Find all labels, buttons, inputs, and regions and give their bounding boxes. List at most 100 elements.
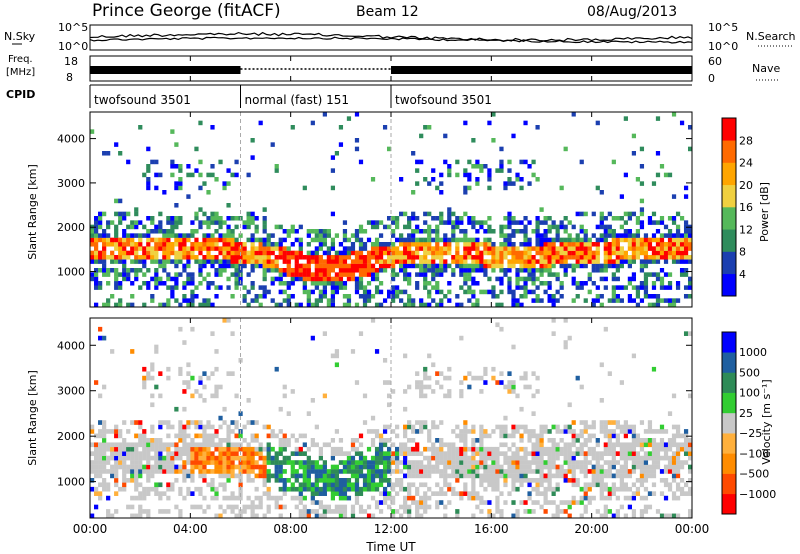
heatmap-cell (523, 464, 528, 470)
heatmap-cell (499, 229, 504, 234)
heatmap-cell (214, 429, 219, 434)
heatmap-cell (386, 495, 392, 501)
heatmap-cell (270, 259, 275, 264)
heatmap-cell (471, 442, 476, 448)
heatmap-cell (158, 371, 163, 376)
colorbar-tick-label: 8 (739, 246, 746, 259)
heatmap-cell (547, 250, 552, 256)
heatmap-cell (527, 464, 532, 470)
heatmap-cell (571, 263, 576, 269)
heatmap-cell (523, 259, 528, 264)
heatmap-cell (419, 242, 424, 247)
heatmap-cell (427, 250, 432, 256)
heatmap-cell (118, 446, 123, 452)
heatmap-cell (378, 302, 384, 308)
heatmap-cell (635, 464, 641, 470)
heatmap-cell (527, 384, 532, 390)
heatmap-cell (114, 272, 119, 277)
heatmap-cell (366, 289, 372, 295)
heatmap-cell (102, 268, 107, 273)
heatmap-cell (531, 281, 536, 286)
heatmap-cell (134, 207, 139, 212)
noise-sky-trace (89, 31, 693, 43)
heatmap-cell (619, 482, 624, 488)
heatmap-cell (370, 272, 376, 277)
heatmap-cell (551, 255, 556, 260)
heatmap-cell (354, 469, 360, 474)
heatmap-cell (354, 289, 360, 295)
heatmap-cell (138, 433, 143, 439)
heatmap-cell (515, 424, 520, 430)
heatmap-cell (214, 393, 219, 399)
heatmap-cell (346, 482, 352, 488)
heatmap-cell (531, 442, 536, 448)
heatmap-cell (142, 464, 147, 470)
heatmap-cell (687, 276, 693, 282)
heatmap-cell (262, 469, 267, 474)
heatmap-cell (411, 482, 416, 488)
heatmap-cell (182, 406, 187, 412)
heatmap-cell (138, 125, 143, 130)
heatmap-cell (559, 185, 564, 191)
heatmap-cell (342, 259, 348, 264)
heatmap-cell (370, 455, 376, 461)
heatmap-cell (607, 250, 612, 256)
heatmap-cell (278, 460, 283, 465)
heatmap-cell (423, 509, 428, 514)
heatmap-cell (463, 237, 468, 243)
heatmap-cell (439, 371, 444, 376)
heatmap-cell (102, 486, 107, 492)
heatmap-cell (407, 460, 412, 465)
heatmap-cell (531, 451, 536, 456)
heatmap-cell (551, 224, 556, 230)
heatmap-cell (675, 495, 681, 501)
heatmap-cell (679, 233, 685, 238)
heatmap-cell (687, 451, 693, 456)
heatmap-cell (403, 495, 408, 501)
heatmap-cell (150, 294, 155, 299)
heatmap-cell (322, 486, 327, 492)
heatmap-cell (126, 446, 131, 452)
heatmap-cell (475, 250, 480, 256)
heatmap-cell (250, 433, 255, 439)
heatmap-cell (631, 438, 637, 443)
heatmap-cell (543, 233, 548, 238)
heatmap-cell (571, 495, 576, 501)
heatmap-cell (222, 420, 227, 425)
heatmap-cell (583, 298, 588, 303)
heatmap-cell (182, 255, 187, 260)
cpid-label: CPID (6, 88, 35, 101)
heatmap-cell (395, 250, 400, 256)
heatmap-cell (439, 220, 444, 225)
heatmap-cell (102, 424, 107, 430)
heatmap-cell (475, 246, 480, 251)
heatmap-cell (310, 250, 315, 256)
heatmap-cell (322, 250, 327, 256)
heatmap-cell (206, 233, 211, 238)
heatmap-cell (350, 438, 356, 443)
heatmap-cell (218, 159, 223, 165)
heatmap-cell (547, 259, 552, 264)
heatmap-cell (138, 513, 143, 519)
heatmap-cell (671, 216, 677, 221)
heatmap-cell (122, 242, 127, 247)
heatmap-cell (551, 460, 556, 465)
heatmap-cell (551, 250, 556, 256)
heatmap-cell (90, 429, 95, 434)
heatmap-cell (427, 233, 432, 238)
heatmap-cell (535, 464, 540, 470)
heatmap-cell (471, 237, 476, 243)
heatmap-cell (154, 469, 159, 474)
heatmap-cell (330, 155, 336, 160)
heatmap-cell (583, 250, 588, 256)
heatmap-cell (563, 216, 568, 221)
heatmap-cell (162, 259, 167, 264)
heatmap-cell (539, 460, 544, 465)
heatmap-cell (298, 486, 303, 492)
heatmap-cell (547, 469, 552, 474)
heatmap-cell (411, 495, 416, 501)
heatmap-cell (635, 486, 641, 492)
heatmap-cell (615, 433, 620, 439)
heatmap-cell (495, 424, 500, 430)
heatmap-cell (150, 362, 155, 368)
